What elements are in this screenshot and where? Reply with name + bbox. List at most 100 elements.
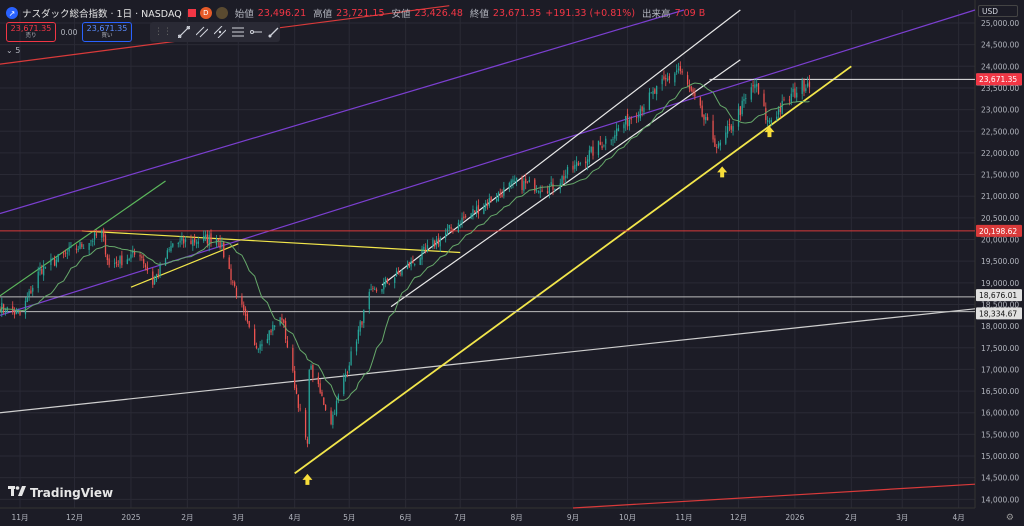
candle-body [319,383,321,393]
candle-body [68,247,70,252]
candle-body [128,258,130,261]
y-tick-label: 15,000.00 [981,452,1019,461]
candle-body [295,387,298,394]
candle-body [93,232,96,240]
candle-body [113,263,116,264]
candle-body [792,88,794,93]
candle-body [203,235,205,242]
candle-body [343,377,345,395]
low-value: 23,426.48 [414,7,463,19]
candle-body [304,410,307,438]
candle-body [53,258,56,266]
candle-body [284,320,287,340]
buy-button[interactable]: 23,671.35 買い [82,22,132,42]
candle-body [232,281,234,283]
current-price-label: 23,671.35 [979,75,1017,84]
y-tick-label: 22,500.00 [981,127,1019,136]
y-tick-label: 23,000.00 [981,106,1019,115]
fib-levels-icon[interactable] [232,25,244,39]
candle-body [177,243,179,244]
candle-body [575,161,578,167]
candle-body [719,142,721,146]
candle-body [497,192,500,202]
candle-body [37,271,39,289]
candle-body [359,321,361,332]
candle-body [115,261,118,264]
candle-body [599,142,601,145]
currency-select[interactable]: USD [978,5,1018,17]
current-price-label-bg [976,73,1022,86]
candle-body [139,255,141,257]
candle-body [703,115,705,120]
y-tick-label: 18,500.00 [981,300,1019,309]
indicators-toggle[interactable]: ⌄ 5 [6,46,21,55]
x-tick-label: 12月 [66,513,83,522]
tradingview-logo[interactable]: TradingView [8,486,113,500]
candle-body [537,191,540,193]
candle-body [656,85,658,95]
candle-body [130,254,132,259]
candle-body [321,391,323,397]
candle-body [459,224,461,226]
candle-body [172,243,174,247]
candle-body [83,247,85,249]
y-tick-label: 23,500.00 [981,84,1019,93]
candle-body [183,239,185,244]
candle-body [153,278,156,285]
candle-body [317,376,319,384]
candle-body [312,364,314,378]
candle-body [679,66,681,72]
y-tick-label: 21,500.00 [981,171,1019,180]
candle-body [77,249,79,250]
delayed-badge: D [199,7,212,19]
candle-body [363,309,365,323]
trend-line-icon[interactable] [178,25,190,39]
candle-body [121,255,123,266]
horizontal-ray-icon[interactable] [250,25,262,39]
candle-body [32,287,34,292]
candle-body [323,397,325,405]
candle-body [716,146,718,148]
candle-body [572,165,574,170]
candle-body [625,115,627,125]
candle-body [374,288,376,290]
candle-body [654,89,656,94]
candle-body [601,145,603,149]
candle-body [274,325,276,327]
candle-body [219,240,221,248]
candle-body [699,97,701,106]
drag-handle-icon[interactable]: ⋮⋮ [154,27,172,37]
y-tick-label: 17,000.00 [981,365,1019,374]
candle-body [330,410,332,425]
candle-body [525,178,527,184]
parallel-channel-alt-icon[interactable] [214,25,226,39]
brush-icon[interactable] [268,25,280,39]
candle-body [446,228,449,234]
candle-body [357,329,359,341]
candle-body [164,258,167,266]
candle-body [757,83,760,94]
candle-body [19,311,21,315]
candle-body [776,116,778,120]
candle-body [346,371,349,373]
sell-button[interactable]: 23,671.35 売り [6,22,56,42]
trade-panel: 23,671.35 売り 0.00 23,671.35 買い [6,22,132,42]
candle-body [228,257,230,269]
candle-body [690,86,692,91]
parallel-channel-icon[interactable] [196,25,208,39]
candle-body [448,224,450,229]
symbol-name[interactable]: ナスダック総合指数 · 1日 · NASDAQ [22,9,182,20]
y-tick-label: 19,000.00 [981,279,1019,288]
candle-body [223,242,225,258]
sell-label: 売り [25,32,37,39]
candle-body [470,213,472,219]
settings-icon[interactable]: ⚙ [1005,513,1014,523]
candle-body [565,175,567,179]
buy-price: 23,671.35 [86,23,128,33]
candle-body [297,394,299,408]
candle-body [92,240,94,242]
y-tick-label: 20,500.00 [981,214,1019,223]
candle-body [630,118,632,120]
trend-line-yellow-uptrend [294,65,852,475]
